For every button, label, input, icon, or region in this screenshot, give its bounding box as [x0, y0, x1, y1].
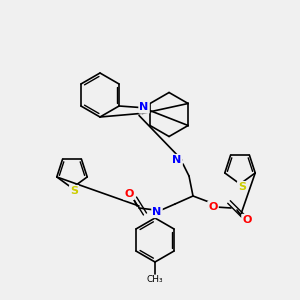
Text: S: S: [70, 186, 78, 196]
Text: N: N: [152, 207, 162, 217]
Text: O: O: [242, 215, 252, 225]
Text: S: S: [238, 182, 246, 192]
Text: CH₃: CH₃: [147, 275, 163, 284]
Text: O: O: [208, 202, 218, 212]
Text: O: O: [124, 189, 134, 199]
Text: N: N: [140, 103, 149, 112]
Text: N: N: [172, 155, 182, 165]
